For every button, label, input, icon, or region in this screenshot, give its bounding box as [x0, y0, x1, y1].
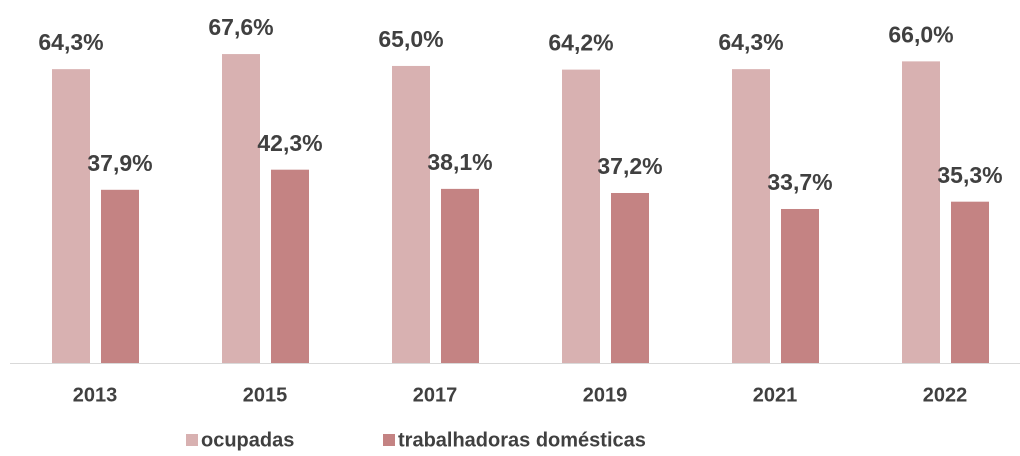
bar [902, 61, 940, 363]
x-tick-label: 2019 [583, 384, 628, 406]
bar [951, 201, 989, 363]
value-label: 66,0% [888, 21, 953, 47]
value-label: 37,9% [87, 150, 152, 176]
bar [392, 65, 430, 363]
legend-label: ocupadas [201, 429, 294, 451]
legend-swatch [186, 434, 198, 446]
value-label: 64,3% [38, 29, 103, 55]
bar [611, 192, 649, 363]
x-tick-label: 2015 [243, 384, 288, 406]
bar [562, 69, 600, 363]
value-label: 65,0% [378, 26, 443, 52]
bar [732, 69, 770, 364]
bar [52, 69, 90, 364]
x-tick-label: 2022 [923, 384, 968, 406]
value-label: 38,1% [427, 149, 492, 175]
value-label: 64,3% [718, 29, 783, 55]
value-label: 67,6% [208, 14, 273, 40]
x-tick-label: 2017 [413, 384, 458, 406]
legend-swatch [383, 434, 395, 446]
bar [781, 208, 819, 363]
value-label: 64,2% [548, 30, 613, 56]
x-tick-label: 2013 [73, 384, 118, 406]
value-label: 37,2% [597, 153, 662, 179]
bar [222, 54, 260, 364]
bar [271, 169, 309, 363]
value-label: 42,3% [257, 130, 322, 156]
x-tick-label: 2021 [753, 384, 798, 406]
bar [441, 188, 479, 363]
legend-label: trabalhadoras domésticas [398, 429, 646, 451]
bar [101, 189, 139, 363]
value-label: 35,3% [937, 162, 1002, 188]
value-label: 33,7% [767, 169, 832, 195]
